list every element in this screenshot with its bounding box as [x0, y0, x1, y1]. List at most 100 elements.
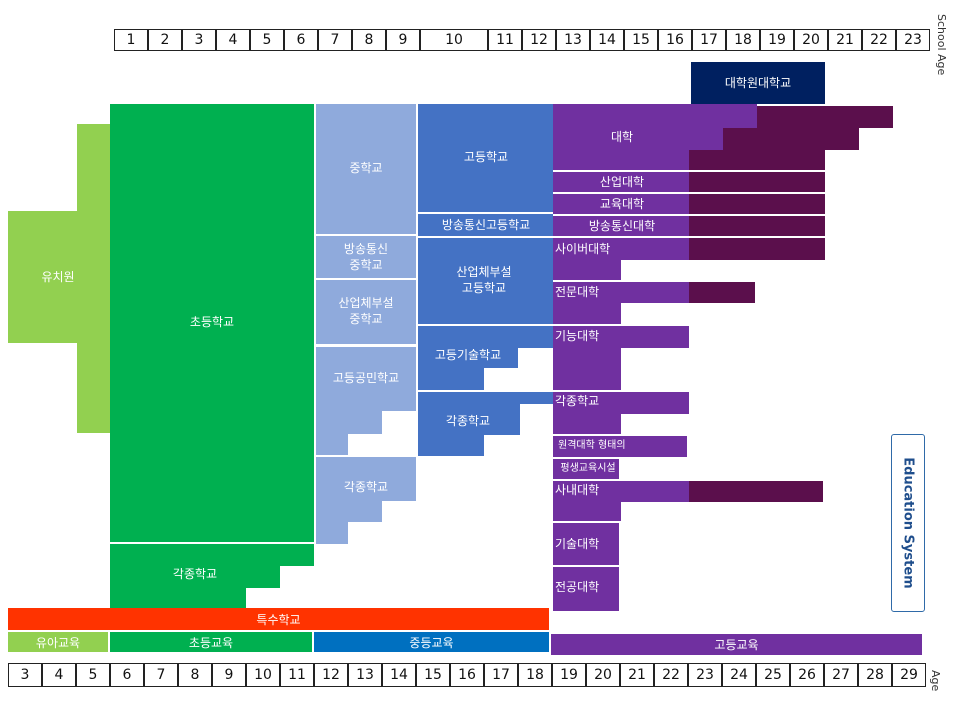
scale-cell: 2: [148, 29, 182, 51]
grad-school-block: [691, 62, 825, 104]
scale-cell: 3: [8, 663, 42, 687]
scale-cell: 15: [624, 29, 658, 51]
scale-cell: 6: [284, 29, 318, 51]
scale-cell: 14: [382, 663, 416, 687]
scale-cell: 27: [824, 663, 858, 687]
broadcast-univ-block: [553, 216, 689, 236]
elementary-misc-block: [110, 544, 314, 566]
remote-lifelong-block: [553, 436, 687, 457]
education-univ-block: [553, 194, 689, 214]
middle-label: 중학교: [349, 161, 383, 175]
scale-cell: 16: [658, 29, 692, 51]
special-school-bar: 특수학교: [8, 608, 549, 630]
scale-cell: 21: [620, 663, 654, 687]
middle-misc-block: [316, 457, 416, 501]
middle-industry-label: 산업체부설 중학교: [338, 296, 394, 326]
scale-cell: 15: [416, 663, 450, 687]
remote-lifelong-label: 원격대학 형태의: [558, 440, 626, 451]
scale-cell: 10: [246, 663, 280, 687]
grad-school-label: 대학원대학교: [724, 76, 792, 90]
tech-college-block: [553, 523, 619, 565]
scale-cell: 9: [212, 663, 246, 687]
civic-high-label: 고등공민학교: [332, 371, 400, 385]
scale-cell: 7: [144, 663, 178, 687]
scale-cell: 29: [892, 663, 926, 687]
lifelong-facility-block: [553, 459, 619, 479]
scale-cell: 4: [216, 29, 250, 51]
middle-broadcast-label: 방송통신 중학교: [343, 242, 389, 272]
cyber-univ-block: [553, 238, 689, 260]
scale-cell: 8: [178, 663, 212, 687]
education-system-title: Education System: [900, 457, 916, 589]
elementary-label: 초등학교: [189, 315, 235, 329]
scale-cell: 12: [522, 29, 556, 51]
scale-cell: 14: [590, 29, 624, 51]
scale-cell: 16: [450, 663, 484, 687]
secondary-education-bar: 중등교육: [314, 632, 549, 652]
scale-cell: 20: [794, 29, 828, 51]
scale-cell: 10: [420, 29, 488, 51]
school-age-label: School Age: [935, 14, 948, 76]
scale-cell: 11: [280, 663, 314, 687]
scale-cell: 4: [42, 663, 76, 687]
industrial-univ-label: 산업대학: [599, 175, 645, 189]
high-misc-label: 각종학교: [445, 414, 491, 428]
scale-cell: 5: [250, 29, 284, 51]
college-label: 전문대학: [555, 285, 600, 299]
scale-cell: 19: [760, 29, 794, 51]
scale-cell: 20: [586, 663, 620, 687]
college-block: [553, 282, 689, 303]
primary-education-bar: 초등교육: [110, 632, 312, 652]
scale-cell: 23: [896, 29, 930, 51]
broadcast-univ-label: 방송통신대학: [588, 219, 656, 233]
scale-cell: 18: [726, 29, 760, 51]
scale-cell: 5: [76, 663, 110, 687]
cyber-univ-label: 사이버대학: [555, 242, 611, 256]
scale-cell: 17: [692, 29, 726, 51]
scale-cell: 13: [556, 29, 590, 51]
graduate-ext: [757, 106, 893, 128]
high-tech-block: [418, 326, 553, 348]
higher-misc-block: [553, 392, 689, 414]
kindergarten-block-wide: [8, 211, 110, 343]
high-misc-block: [418, 392, 553, 404]
high-block: [418, 104, 553, 212]
scale-cell: 9: [386, 29, 420, 51]
scale-cell: 12: [314, 663, 348, 687]
scale-cell: 1: [114, 29, 148, 51]
scale-cell: 7: [318, 29, 352, 51]
university-block: [553, 104, 757, 128]
education-system-box: Education System: [891, 434, 925, 612]
primary-education-label: 초등교육: [188, 635, 234, 650]
tech-college-label: 기술대학: [555, 537, 600, 551]
scale-cell: 18: [518, 663, 552, 687]
major-college-label: 전공대학: [555, 580, 600, 594]
scale-cell: 22: [654, 663, 688, 687]
middle-block: [316, 104, 416, 234]
elementary-block: [110, 104, 314, 542]
in-company-block: [553, 481, 689, 502]
kindergarten-label: 유치원: [41, 270, 75, 284]
scale-cell: 26: [790, 663, 824, 687]
high-tech-label: 고등기술학교: [434, 348, 502, 362]
high-industry-block: [418, 238, 553, 324]
civic-high-block: [316, 347, 416, 411]
early-education-bar: 유아교육: [8, 632, 108, 652]
middle-industry-block: [316, 280, 416, 344]
middle-misc-label: 각종학교: [343, 480, 389, 494]
scale-cell: 19: [552, 663, 586, 687]
early-education-label: 유아교육: [35, 635, 81, 650]
high-industry-label: 산업체부설 고등학교: [456, 265, 512, 295]
scale-cell: 25: [756, 663, 790, 687]
scale-cell: 11: [488, 29, 522, 51]
scale-cell: 28: [858, 663, 892, 687]
scale-cell: 6: [110, 663, 144, 687]
polytech-label: 기능대학: [555, 329, 600, 343]
university-label: 대학: [610, 130, 634, 144]
middle-broadcast-block: [316, 236, 416, 278]
scale-cell: 21: [828, 29, 862, 51]
industrial-univ-block: [553, 172, 689, 192]
special-school-label: 특수학교: [256, 612, 301, 627]
lifelong-facility-label: 평생교육시설: [560, 463, 616, 474]
age-label: Age: [929, 670, 942, 692]
